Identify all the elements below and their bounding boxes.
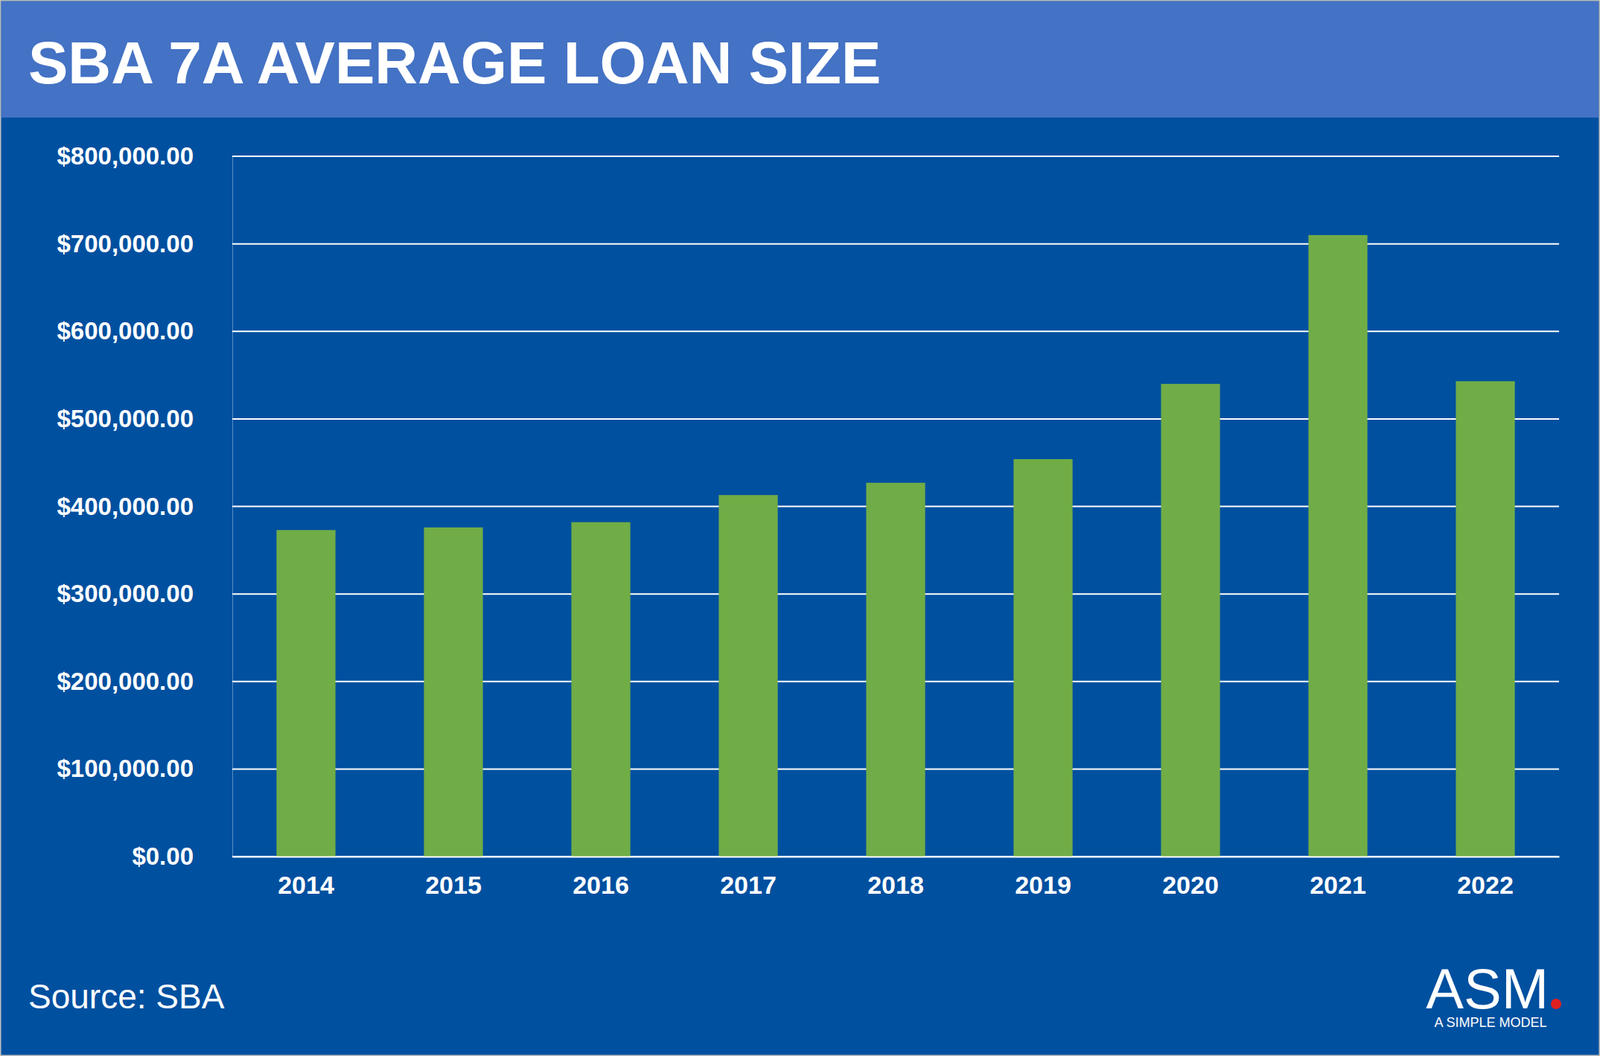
y-tick: $800,000.00 bbox=[56, 142, 233, 170]
y-tick-label: $100,000.00 bbox=[56, 754, 194, 783]
x-tick-label: 2021 bbox=[1309, 871, 1367, 900]
x-tick-label: 2018 bbox=[867, 871, 924, 900]
y-tick: $600,000.00 bbox=[56, 317, 233, 345]
x-tick: 2019 bbox=[1014, 856, 1072, 900]
y-tick-label: $0.00 bbox=[131, 842, 194, 871]
y-axis-line bbox=[232, 157, 234, 858]
x-tick: 2015 bbox=[425, 856, 482, 900]
y-tick: $700,000.00 bbox=[56, 230, 233, 258]
x-tick: 2014 bbox=[277, 856, 335, 900]
x-tick-label: 2014 bbox=[277, 871, 335, 900]
logo-dot bbox=[1550, 999, 1562, 1010]
logo: ASM bbox=[1425, 957, 1549, 1021]
background bbox=[0, 0, 1600, 1056]
bar bbox=[1308, 235, 1367, 857]
source: Source: SBA bbox=[28, 977, 225, 1017]
y-tick-label: $700,000.00 bbox=[56, 230, 194, 258]
y-tick: $0.00 bbox=[131, 842, 233, 871]
bar bbox=[865, 483, 925, 857]
x-tick: 2018 bbox=[867, 856, 924, 900]
x-tick-label: 2019 bbox=[1014, 871, 1072, 900]
bar bbox=[1013, 459, 1073, 857]
bar bbox=[718, 495, 778, 857]
y-tick: $100,000.00 bbox=[56, 754, 233, 783]
y-tick: $300,000.00 bbox=[56, 579, 233, 608]
y-tick-label: $500,000.00 bbox=[56, 405, 194, 433]
x-tick: 2022 bbox=[1457, 856, 1514, 900]
y-axis: $0.00 $100,000.00 $200,000.00 $300,000.00 $4… bbox=[56, 142, 233, 871]
bar bbox=[571, 522, 630, 857]
bar bbox=[1160, 384, 1220, 857]
y-tick-label: $400,000.00 bbox=[56, 492, 194, 521]
x-tick-label: 2016 bbox=[572, 871, 630, 900]
x-tick-label: 2017 bbox=[719, 871, 777, 900]
y-tick-label: $800,000.00 bbox=[56, 142, 194, 170]
title: SBA 7A AVERAGE LOAN SIZE bbox=[28, 29, 881, 97]
x-tick-label: 2022 bbox=[1457, 871, 1514, 900]
y-tick: $500,000.00 bbox=[56, 405, 233, 433]
y-tick: $400,000.00 bbox=[56, 492, 233, 521]
x-axis-line bbox=[233, 856, 1560, 859]
y-tick: $200,000.00 bbox=[56, 667, 233, 696]
y-tick-label: $600,000.00 bbox=[56, 317, 194, 345]
x-tick: 2016 bbox=[572, 856, 630, 900]
bar bbox=[1455, 381, 1515, 857]
grid bbox=[232, 156, 1560, 857]
bar bbox=[276, 530, 336, 857]
x-tick: 2020 bbox=[1162, 856, 1219, 900]
y-tick-label: $200,000.00 bbox=[56, 667, 194, 696]
x-tick: 2017 bbox=[719, 856, 777, 900]
bars bbox=[276, 235, 1515, 857]
title-bar bbox=[1, 1, 1599, 118]
y-tick-label: $300,000.00 bbox=[56, 579, 194, 608]
grid-line bbox=[232, 155, 1560, 158]
bar bbox=[423, 527, 483, 857]
x-axis: 2014 2015 2016 2017 2018 2019 2020 2021 2022 bbox=[233, 856, 1560, 900]
x-tick: 2021 bbox=[1309, 856, 1367, 900]
chart: SBA 7A AVERAGE LOAN SIZE $0.00 $100,000.00… bbox=[0, 0, 1600, 1056]
logo-tagline: A SIMPLE MODEL bbox=[1433, 1015, 1547, 1031]
x-tick-label: 2015 bbox=[425, 871, 482, 900]
x-tick-label: 2020 bbox=[1162, 871, 1219, 900]
